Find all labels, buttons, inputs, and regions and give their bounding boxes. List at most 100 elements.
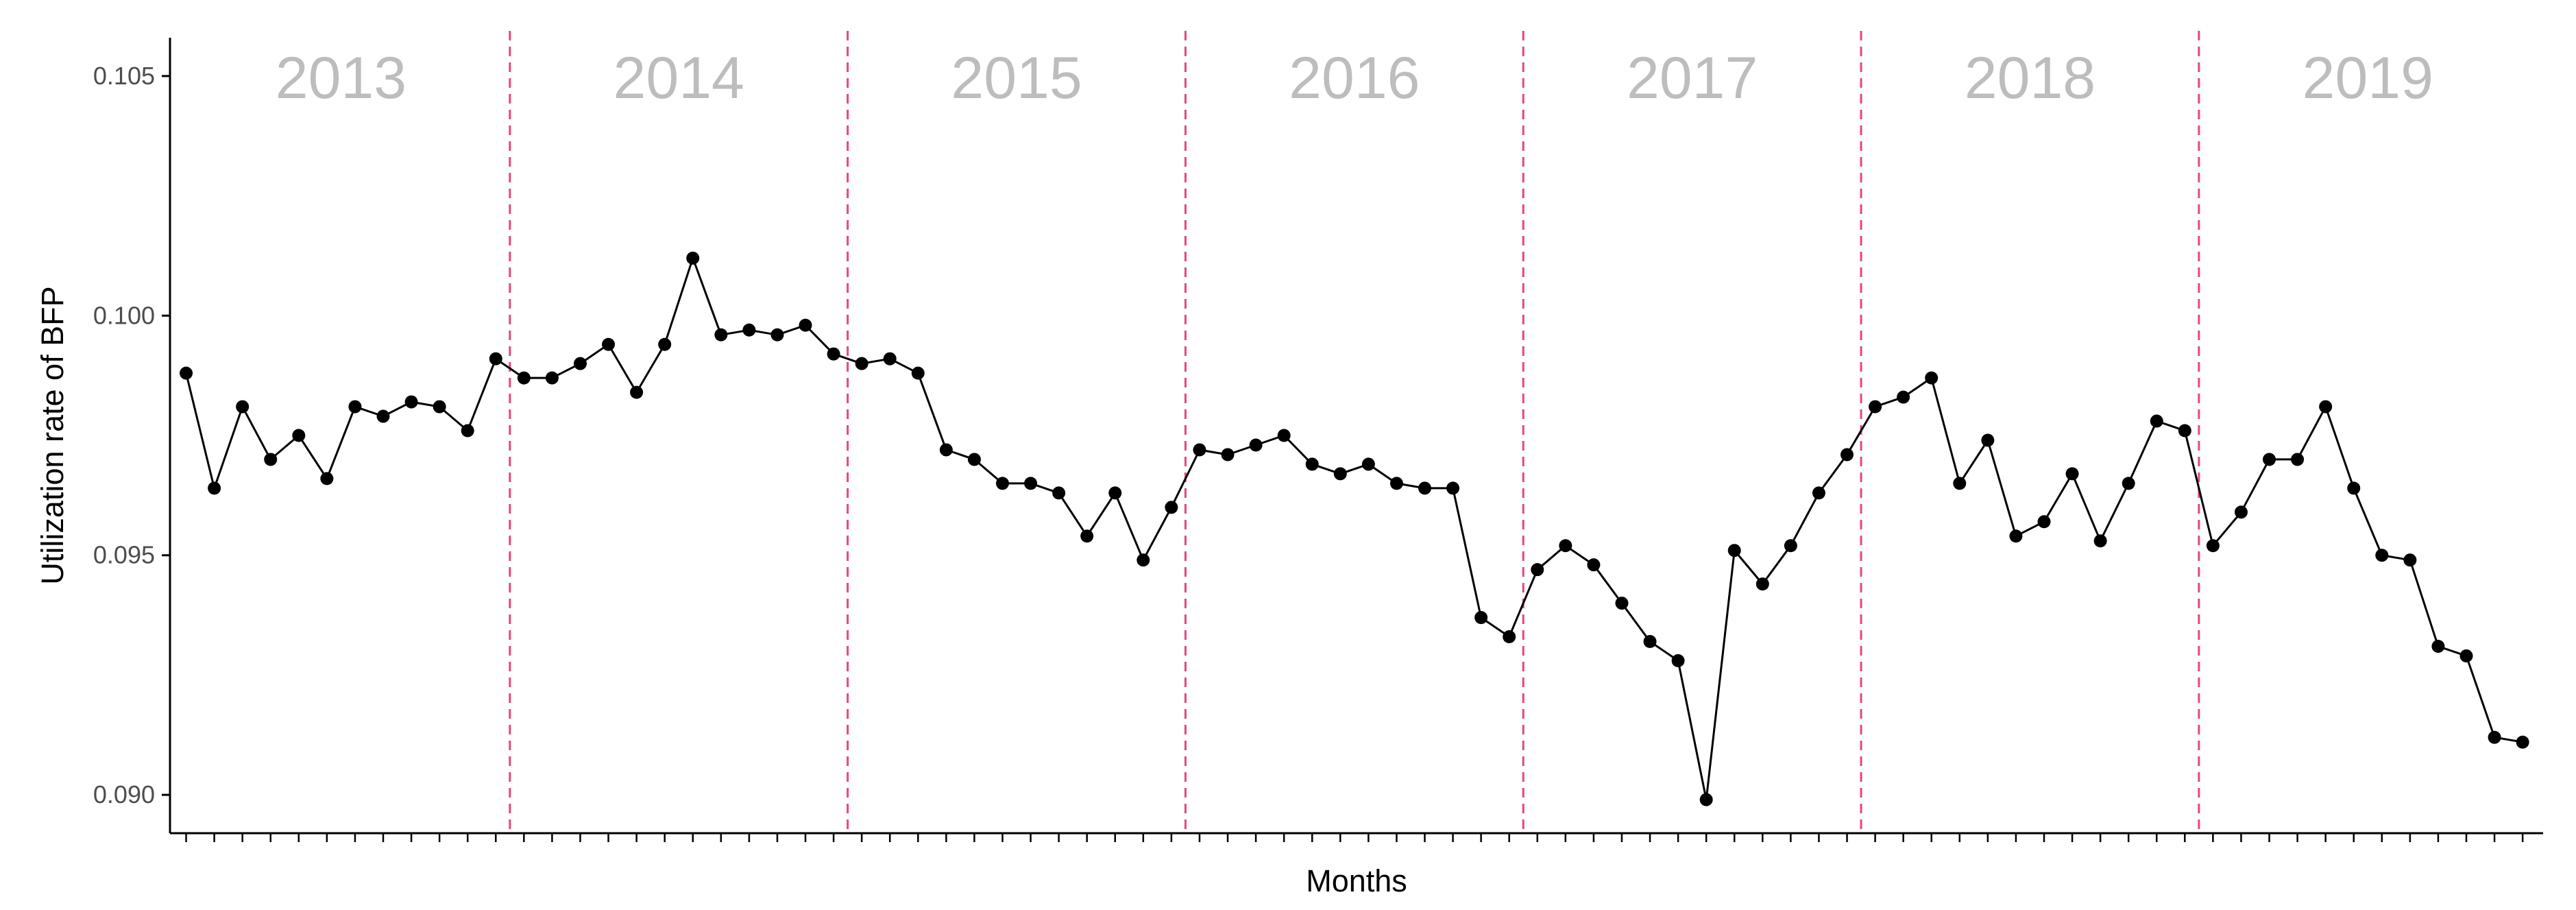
data-point (2291, 453, 2305, 466)
x-axis-title: Months (1306, 863, 1407, 898)
data-point (911, 366, 925, 380)
data-point (2234, 505, 2248, 519)
data-point (2178, 424, 2191, 438)
data-point (1812, 486, 1825, 500)
data-point (1474, 611, 1488, 625)
y-axis-ticks: 0.090 0.095 0.100 0.105 (93, 62, 170, 809)
data-point (939, 443, 953, 457)
data-point (2122, 477, 2135, 490)
data-point (2516, 735, 2529, 749)
data-point (1587, 558, 1601, 572)
year-label: 2019 (2302, 45, 2433, 111)
data-point (1953, 477, 1967, 490)
data-point (433, 400, 446, 414)
data-point (827, 347, 840, 361)
data-point (770, 328, 784, 342)
data-point (1671, 654, 1685, 667)
axes (169, 38, 2543, 835)
year-period-labels: 2013 2014 2015 2016 2017 2018 2019 (276, 45, 2433, 111)
data-point (180, 366, 193, 380)
data-point (1193, 443, 1206, 457)
data-point (2431, 639, 2445, 653)
data-point (1361, 457, 1375, 471)
data-point (1052, 486, 1066, 500)
data-point (1137, 553, 1150, 567)
data-point (208, 481, 221, 495)
data-point (2319, 400, 2333, 414)
data-point (967, 453, 981, 466)
data-point (630, 385, 644, 399)
data-point (995, 477, 1009, 490)
data-point (799, 318, 812, 332)
y-tick-label: 0.090 (93, 780, 155, 809)
data-point (1727, 544, 1741, 558)
data-point (320, 472, 334, 486)
data-point (1869, 400, 1882, 414)
data-point (376, 409, 390, 423)
data-point (2037, 515, 2051, 529)
data-point (1221, 448, 1235, 462)
data-point (1643, 634, 1657, 648)
data-point (348, 400, 362, 414)
data-point (742, 323, 756, 337)
data-point (404, 395, 418, 409)
data-point (1165, 501, 1178, 514)
year-label: 2013 (276, 45, 406, 111)
data-point (1559, 539, 1572, 553)
data-point (1840, 448, 1854, 462)
series-line (185, 256, 2523, 801)
data-point (292, 429, 306, 442)
data-point (545, 371, 559, 385)
data-point (1108, 486, 1122, 500)
data-point (1305, 457, 1319, 471)
data-point (883, 352, 897, 366)
data-point (1615, 597, 1629, 610)
data-point (236, 400, 250, 414)
data-point (1080, 529, 1094, 543)
data-point (1503, 630, 1516, 643)
data-points (180, 251, 2529, 806)
year-label: 2015 (951, 45, 1082, 111)
data-point (2065, 467, 2079, 481)
data-point (658, 337, 672, 351)
data-point (1925, 371, 1939, 385)
data-point (1446, 481, 1460, 495)
data-point (1531, 563, 1544, 577)
y-tick-label: 0.100 (93, 301, 155, 329)
data-point (489, 352, 502, 366)
data-point (1277, 429, 1291, 442)
data-point (264, 453, 278, 466)
data-point (1699, 793, 1713, 806)
data-point (2488, 730, 2501, 744)
year-label: 2014 (613, 45, 744, 111)
data-point (855, 357, 868, 370)
data-point (2093, 534, 2107, 548)
year-label: 2017 (1627, 45, 1758, 111)
data-point (517, 371, 531, 385)
data-point (2459, 649, 2473, 662)
data-point (2375, 549, 2389, 562)
data-point (2009, 529, 2023, 543)
data-point (686, 251, 700, 265)
data-point (2150, 414, 2163, 428)
year-label: 2018 (1965, 45, 2095, 111)
data-point (1755, 577, 1769, 591)
data-point (602, 337, 616, 351)
data-point (1024, 477, 1038, 490)
data-point (1418, 481, 1432, 495)
year-label: 2016 (1289, 45, 1420, 111)
data-point (1389, 477, 1403, 490)
data-point (1333, 467, 1347, 481)
series-line-group (185, 256, 2523, 801)
data-point (1249, 438, 1263, 452)
x-axis-ticks (185, 833, 2524, 842)
data-point (2263, 453, 2276, 466)
data-point (1897, 390, 1910, 404)
data-point (573, 357, 587, 370)
data-point (2347, 481, 2361, 495)
data-point (461, 424, 474, 438)
data-point (1784, 539, 1797, 553)
data-point (2403, 553, 2417, 567)
